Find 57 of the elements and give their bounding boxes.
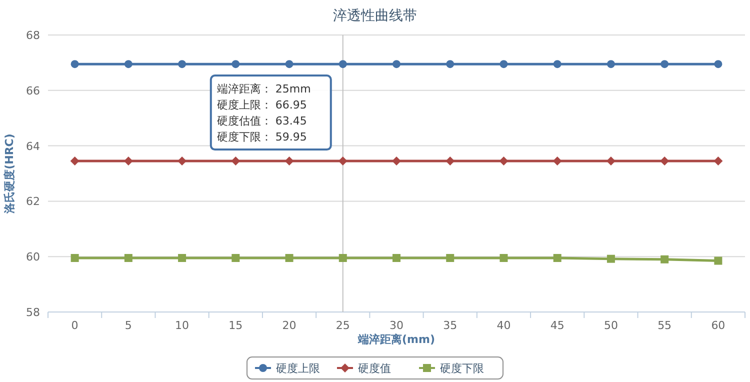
point: [232, 60, 240, 68]
point: [500, 254, 508, 262]
x-tick-label: 10: [175, 319, 190, 332]
point: [124, 60, 132, 68]
point: [446, 254, 454, 262]
point: [70, 156, 80, 166]
x-tick-label: 15: [228, 319, 243, 332]
x-tick-label: 55: [658, 319, 672, 332]
point: [499, 156, 508, 166]
x-tick-label: 60: [711, 319, 726, 332]
legend-label: 硬度下限: [440, 362, 484, 375]
point: [124, 254, 132, 262]
x-axis-title: 端淬距离(mm): [357, 333, 435, 346]
point: [553, 60, 562, 68]
annotation: 端淬距离： 25mm 硬度上限： 66.95 硬度估值： 63.45 硬度下限： 59.95: [216, 82, 311, 144]
point: [284, 156, 294, 166]
point: [714, 60, 722, 68]
point: [285, 60, 294, 68]
point: [606, 254, 615, 263]
legend-label: 硬度上限: [276, 362, 320, 375]
point: [338, 254, 347, 262]
x-tick-label: 25: [336, 319, 350, 332]
point: [606, 60, 615, 68]
y-tick-label: 58: [26, 306, 40, 319]
y-tick-label: 62: [26, 195, 40, 208]
point: [660, 60, 669, 68]
y-tick-label: 60: [26, 250, 40, 264]
point: [446, 60, 454, 68]
point: [178, 254, 186, 262]
point: [392, 156, 401, 166]
x-tick-label: 20: [282, 319, 296, 332]
x-tick-label: 45: [550, 319, 564, 332]
point: [178, 60, 186, 68]
y-axis-title: 洛氏硬度(HRC): [3, 134, 16, 214]
x-tick-label: 30: [390, 319, 404, 332]
point: [70, 254, 79, 262]
x-tick-label: 50: [604, 319, 618, 332]
point: [285, 254, 294, 262]
chart-title: 淬透性曲线带: [333, 8, 417, 24]
point: [714, 156, 723, 166]
x-tick-label: 35: [443, 319, 458, 332]
x-tick-label: 5: [124, 319, 132, 332]
point: [392, 60, 400, 68]
point: [70, 60, 79, 68]
x-tick-label: 0: [71, 319, 78, 332]
point: [500, 60, 508, 68]
point: [338, 60, 347, 68]
point: [660, 255, 669, 264]
y-tick-label: 66: [26, 84, 40, 98]
point: [553, 254, 562, 262]
point: [714, 256, 722, 265]
point: [232, 254, 240, 262]
y-tick-label: 68: [26, 29, 40, 42]
y-tick-label: 64: [26, 140, 40, 153]
x-tick-label: 40: [496, 319, 511, 332]
legend-label: 硬度值: [358, 362, 391, 375]
point: [392, 254, 400, 262]
